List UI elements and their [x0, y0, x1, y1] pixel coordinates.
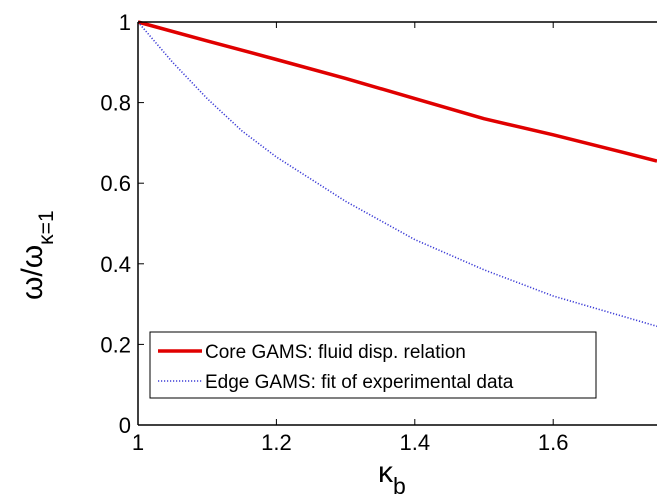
y-tick-label: 0.8 [100, 91, 131, 116]
y-axis-label-main: ω/ω [16, 245, 49, 300]
y-tick-label: 0.4 [100, 252, 131, 277]
series-line-1 [137, 21, 657, 328]
x-tick-label: 1.2 [261, 430, 292, 455]
legend-box [149, 331, 597, 399]
x-tick-label: 1.6 [538, 430, 569, 455]
x-axis-label: κb [378, 456, 406, 499]
x-axis-label-main: κ [378, 456, 394, 489]
y-tick-label: 0.6 [100, 171, 131, 196]
y-tick-label: 0 [119, 413, 131, 438]
y-tick-label: 0.2 [100, 332, 131, 357]
x-axis-label-sub: b [393, 473, 406, 499]
y-axis-label: ω/ωκ=1 [16, 210, 58, 300]
legend-label-edge: Edge GAMS: fit of experimental data [205, 372, 514, 393]
ticks-layer: 1 1.2 1.4 1.6 0 0.2 0.4 0.6 0.8 1 [100, 10, 568, 455]
axes-layer [137, 21, 657, 426]
y-tick-label: 1 [119, 10, 131, 35]
series-layer [137, 20, 657, 328]
y-axis-label-sub: κ=1 [35, 210, 58, 244]
legend-label-core: Core GAMS: fluid disp. relation [205, 342, 466, 363]
legend: Core GAMS: fluid disp. relation Edge GAM… [149, 331, 597, 399]
x-tick-label: 1 [132, 430, 144, 455]
series-line-0 [137, 20, 657, 163]
x-tick-label: 1.4 [400, 430, 431, 455]
